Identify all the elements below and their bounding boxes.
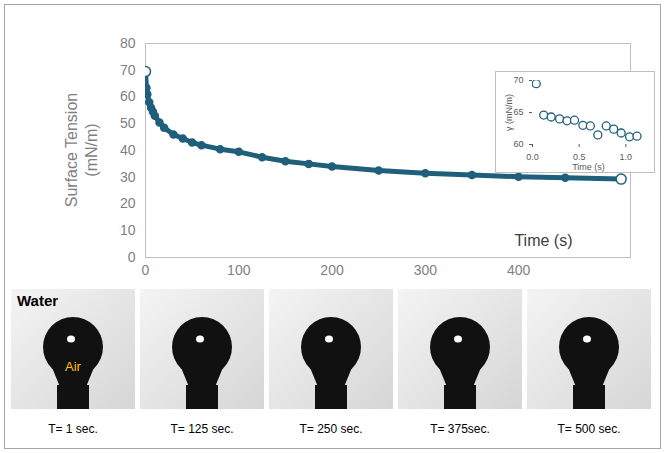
svg-text:65: 65 xyxy=(513,107,523,117)
svg-text:400: 400 xyxy=(507,262,531,278)
svg-text:20: 20 xyxy=(120,195,136,211)
svg-text:40: 40 xyxy=(120,142,136,158)
svg-text:60: 60 xyxy=(513,139,523,149)
svg-text:T= 500 sec.: T= 500 sec. xyxy=(557,422,620,436)
svg-text:T= 125 sec.: T= 125 sec. xyxy=(170,422,233,436)
svg-text:70: 70 xyxy=(513,75,523,85)
svg-text:γ (mN/m): γ (mN/m) xyxy=(504,94,514,131)
svg-text:Time (s): Time (s) xyxy=(514,232,572,249)
svg-text:T= 250 sec.: T= 250 sec. xyxy=(299,422,362,436)
svg-text:10: 10 xyxy=(120,222,136,238)
svg-text:200: 200 xyxy=(320,262,344,278)
svg-text:100: 100 xyxy=(227,262,251,278)
svg-text:(mN/m): (mN/m) xyxy=(83,123,100,176)
svg-text:Time (s): Time (s) xyxy=(572,162,605,172)
svg-text:0: 0 xyxy=(128,249,136,265)
svg-text:0.5: 0.5 xyxy=(573,152,586,162)
svg-text:300: 300 xyxy=(414,262,438,278)
svg-text:Air: Air xyxy=(65,359,82,374)
svg-text:60: 60 xyxy=(120,88,136,104)
svg-text:80: 80 xyxy=(120,35,136,51)
svg-text:Surface Tension: Surface Tension xyxy=(63,93,80,207)
svg-text:Water: Water xyxy=(17,292,58,309)
svg-text:0.0: 0.0 xyxy=(526,152,539,162)
svg-text:0: 0 xyxy=(142,262,150,278)
svg-text:T= 375sec.: T= 375sec. xyxy=(430,422,490,436)
svg-text:50: 50 xyxy=(120,115,136,131)
svg-text:30: 30 xyxy=(120,169,136,185)
svg-text:1.0: 1.0 xyxy=(620,152,633,162)
svg-text:T= 1 sec.: T= 1 sec. xyxy=(48,422,98,436)
svg-text:70: 70 xyxy=(120,62,136,78)
